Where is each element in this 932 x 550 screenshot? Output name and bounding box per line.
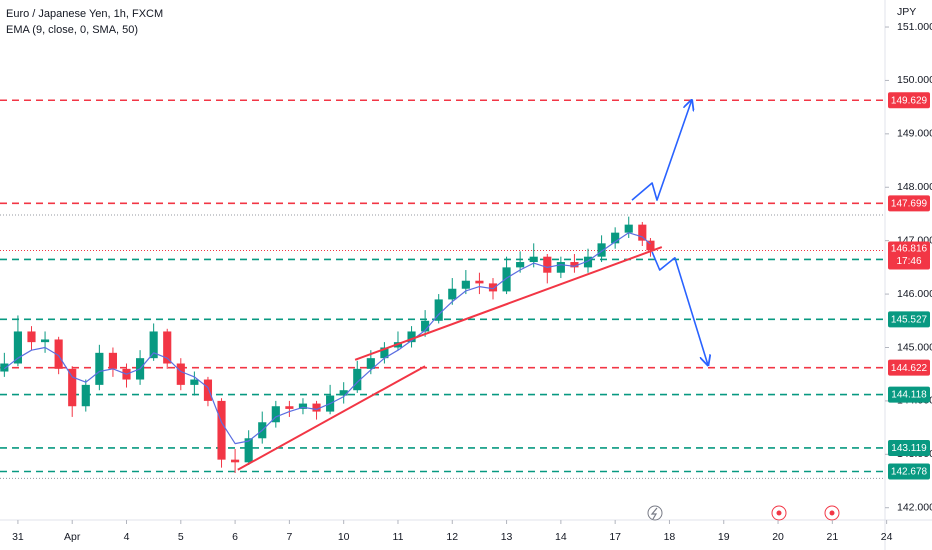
candle-body — [339, 390, 348, 396]
candle-body — [624, 224, 633, 233]
event-icon[interactable] — [824, 505, 840, 521]
y-tick-label: 146.000 — [897, 288, 932, 300]
candle-body — [108, 352, 118, 369]
x-tick-label: 18 — [664, 531, 676, 543]
price-label-box — [888, 241, 930, 270]
x-tick-label: 19 — [718, 531, 730, 543]
level-label-box — [888, 463, 930, 480]
candle-body — [176, 363, 185, 385]
trendline — [237, 365, 426, 471]
candle-body — [556, 262, 565, 273]
y-tick-label: 142.000 — [897, 501, 932, 513]
event-icon[interactable] — [647, 505, 663, 521]
plot-area — [0, 100, 885, 479]
price-label: 146.816 — [891, 244, 928, 255]
level-label: 144.622 — [891, 363, 928, 374]
candle-body — [570, 262, 579, 268]
indicator-label: EMA (9, close, 0, SMA, 50) — [6, 24, 138, 36]
y-tick-label: 148.000 — [897, 181, 932, 193]
x-tick-label: 21 — [826, 531, 838, 543]
candle-body — [190, 379, 199, 385]
candle-body — [353, 368, 362, 391]
x-tick-label: 12 — [446, 531, 458, 543]
x-tick-label: 6 — [232, 531, 238, 543]
y-tick-label: 150.000 — [897, 74, 932, 86]
x-tick-label: 4 — [124, 531, 130, 543]
candle-body — [244, 438, 253, 463]
candle-body — [13, 331, 22, 364]
y-tick-label: 151.000 — [897, 21, 932, 33]
candle-body — [217, 400, 226, 460]
candle-body — [611, 232, 620, 244]
candle-body — [149, 331, 158, 359]
candle-body — [271, 406, 280, 423]
candle-body — [434, 299, 443, 321]
candle-body — [448, 288, 457, 300]
projection-arrow — [651, 251, 708, 365]
y-tick-label: 145.000 — [897, 341, 932, 353]
currency-label: JPY — [897, 6, 916, 18]
candle-body — [40, 339, 50, 343]
x-tick-label: Apr — [64, 531, 81, 543]
x-tick-label: 7 — [286, 531, 292, 543]
level-label-box — [888, 195, 930, 212]
y-tick-label: 149.000 — [897, 128, 932, 140]
projection-arrow — [631, 100, 692, 201]
x-tick-label: 5 — [178, 531, 184, 543]
candle-body — [231, 459, 240, 463]
candle-body — [461, 280, 470, 289]
level-label-box — [888, 311, 930, 328]
x-tick-label: 10 — [338, 531, 350, 543]
candle-body — [407, 331, 416, 343]
level-label: 144.118 — [891, 390, 927, 401]
candle-body — [54, 339, 63, 369]
level-label-box — [888, 439, 930, 456]
candle-body — [81, 384, 90, 407]
trendline — [354, 246, 663, 361]
candle-body — [68, 368, 77, 407]
candle-body — [475, 280, 484, 284]
candle-body — [285, 406, 294, 409]
candle-body — [516, 262, 525, 268]
event-icon[interactable] — [771, 505, 787, 521]
candle-body — [163, 331, 172, 364]
x-tick-label: 14 — [555, 531, 567, 543]
candle-body — [312, 403, 321, 412]
level-label-box — [888, 359, 930, 376]
level-label: 145.527 — [891, 314, 928, 325]
candle-body — [0, 363, 9, 372]
candle-body — [298, 403, 308, 409]
candle-body — [488, 283, 498, 292]
candle-body — [529, 256, 538, 263]
countdown-label: 17:46 — [896, 256, 921, 267]
candle-body — [646, 240, 655, 251]
x-tick-label: 24 — [881, 531, 893, 543]
level-label-box — [888, 386, 930, 403]
x-tick-label: 11 — [393, 531, 404, 543]
level-label: 149.629 — [891, 95, 928, 106]
level-label: 142.678 — [891, 467, 928, 478]
candle-body — [380, 347, 389, 359]
candle-body — [583, 256, 593, 268]
candle-body — [27, 331, 36, 343]
candle-body — [543, 256, 552, 273]
x-tick-label: 17 — [609, 531, 621, 543]
candle-body — [597, 243, 606, 257]
x-tick-label: 31 — [12, 531, 24, 543]
ema-line — [3, 232, 651, 445]
candle-body — [366, 358, 375, 369]
level-label: 143.119 — [891, 443, 927, 454]
x-tick-label: 20 — [772, 531, 784, 543]
candle-body — [502, 267, 511, 292]
candle-body — [203, 379, 213, 401]
candle-body — [638, 224, 647, 241]
level-label-box — [888, 92, 930, 109]
x-tick-label: 13 — [501, 531, 513, 543]
level-label: 147.699 — [891, 198, 928, 209]
chart-title: Euro / Japanese Yen, 1h, FXCM — [6, 8, 163, 20]
candle-body — [95, 352, 104, 385]
candle-body — [421, 320, 430, 332]
